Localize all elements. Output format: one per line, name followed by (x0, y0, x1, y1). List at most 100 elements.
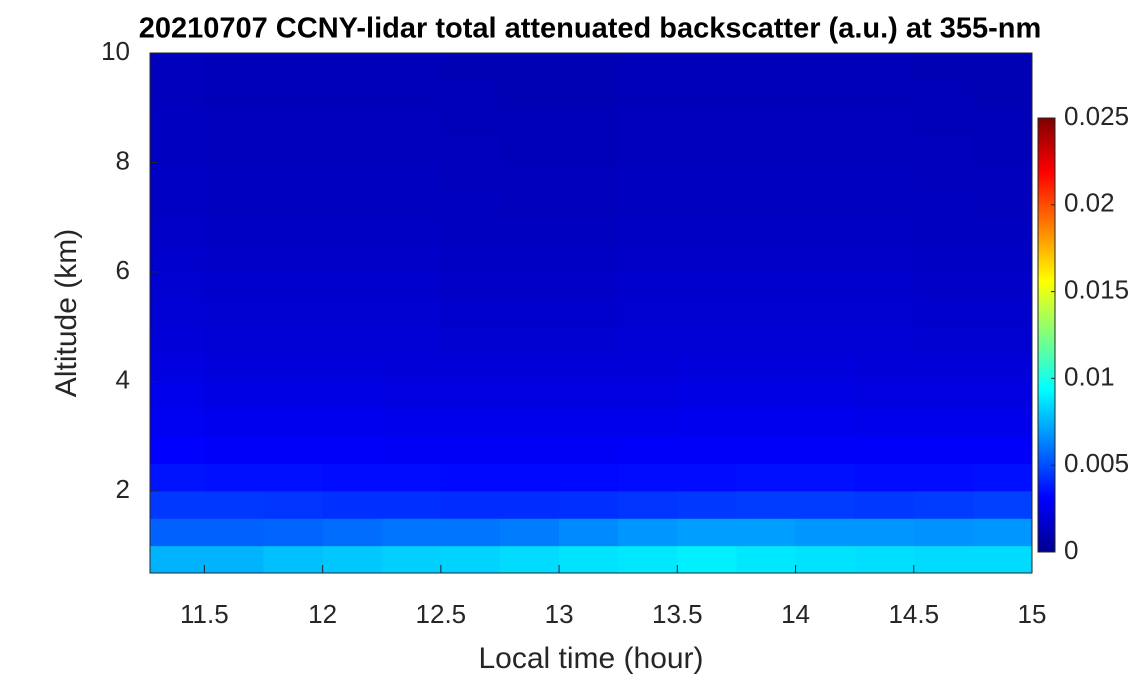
heatmap-cell (736, 271, 797, 300)
heatmap-cell (736, 381, 797, 410)
colorbar-tick-label: 0.015 (1064, 274, 1129, 304)
heatmap-cell (795, 271, 856, 300)
heatmap-cell (795, 244, 856, 273)
heatmap-cell (150, 271, 205, 300)
heatmap-cell (440, 244, 501, 273)
heatmap-cell (204, 80, 265, 109)
heatmap-cell (150, 53, 205, 81)
heatmap-cell (204, 354, 265, 382)
heatmap-cell (559, 545, 619, 573)
heatmap-cell (913, 135, 974, 163)
heatmap-cell (204, 107, 265, 136)
heatmap-cell (381, 80, 442, 109)
heatmap-cell (499, 545, 560, 573)
heatmap-cell (381, 107, 442, 136)
heatmap-cell (440, 436, 501, 465)
heatmap-cell (736, 545, 797, 573)
colorbar-tick-label: 0.02 (1064, 188, 1115, 218)
heatmap-cell (854, 271, 915, 300)
heatmap-cell (440, 408, 501, 437)
heatmap-cell (736, 244, 797, 273)
heatmap-cell (263, 326, 324, 355)
x-tick-label: 14 (781, 599, 810, 629)
heatmap-cell (677, 162, 737, 191)
heatmap-cell (972, 53, 1032, 81)
heatmap-cell (972, 189, 1032, 218)
x-tick-label: 13.5 (652, 599, 703, 629)
heatmap-cell (263, 436, 324, 465)
heatmap-cell (559, 408, 619, 437)
heatmap-cell (795, 381, 856, 410)
heatmap-cell (440, 80, 501, 109)
heatmap-cell (204, 408, 265, 437)
heatmap-cell (795, 189, 856, 218)
heatmap-cell (150, 490, 205, 519)
heatmap-cell (322, 381, 383, 410)
heatmap-cell (381, 381, 442, 410)
heatmap-cell (322, 217, 383, 246)
colorbar-tick-label: 0 (1064, 535, 1078, 565)
heatmap-cell (736, 518, 797, 547)
heatmap-cell (854, 408, 915, 437)
heatmap-cell (322, 490, 383, 519)
heatmap-cell (618, 354, 678, 382)
heatmap-cell (381, 135, 442, 163)
heatmap-cell (150, 326, 205, 355)
heatmap-cell (736, 217, 797, 246)
heatmap-cell (854, 162, 915, 191)
heatmap-cell (795, 326, 856, 355)
heatmap-cell (440, 162, 501, 191)
heatmap-cell (736, 408, 797, 437)
heatmap-cell (913, 80, 974, 109)
heatmap-cell (263, 271, 324, 300)
heatmap-cell (972, 408, 1032, 437)
heatmap-cell (263, 299, 324, 328)
heatmap-cell (618, 271, 678, 300)
heatmap-cell (559, 189, 619, 218)
heatmap-cell (618, 244, 678, 273)
heatmap-cell (499, 354, 560, 382)
heatmap-cell (499, 463, 560, 492)
heatmap-cell (204, 271, 265, 300)
x-tick-label: 15 (1018, 599, 1047, 629)
heatmap-cell (854, 381, 915, 410)
heatmap-cell (677, 326, 737, 355)
heatmap-cell (440, 107, 501, 136)
heatmap-cell (972, 217, 1032, 246)
heatmap-cell (150, 436, 205, 465)
heatmap-cell (913, 244, 974, 273)
heatmap-cell (204, 326, 265, 355)
heatmap-cell (795, 545, 856, 573)
heatmap-cell (381, 244, 442, 273)
heatmap-cell (854, 107, 915, 136)
heatmap-cell (322, 135, 383, 163)
heatmap-cell (972, 326, 1032, 355)
heatmap-cell (499, 436, 560, 465)
heatmap-cell (499, 217, 560, 246)
heatmap-cell (677, 490, 737, 519)
heatmap-cell (322, 107, 383, 136)
heatmap-cell (381, 299, 442, 328)
x-tick-label: 11.5 (180, 599, 229, 629)
heatmap-cell (677, 80, 737, 109)
heatmap-cell (263, 162, 324, 191)
heatmap-cell (677, 436, 737, 465)
heatmap-cell (559, 490, 619, 519)
heatmap-cell (618, 53, 678, 81)
heatmap-cell (440, 217, 501, 246)
heatmap-cell (795, 80, 856, 109)
heatmap-cell (854, 354, 915, 382)
heatmap-cell (499, 162, 560, 191)
heatmap-cell (381, 189, 442, 218)
heatmap-cell (913, 217, 974, 246)
heatmap-cell (972, 463, 1032, 492)
heatmap-cell (913, 326, 974, 355)
heatmap-cell (150, 162, 205, 191)
heatmap-cell (381, 354, 442, 382)
heatmap-cell (854, 189, 915, 218)
heatmap-cell (381, 53, 442, 81)
heatmap-cell (499, 135, 560, 163)
heatmap-cell (204, 381, 265, 410)
heatmap-cell (913, 545, 974, 573)
